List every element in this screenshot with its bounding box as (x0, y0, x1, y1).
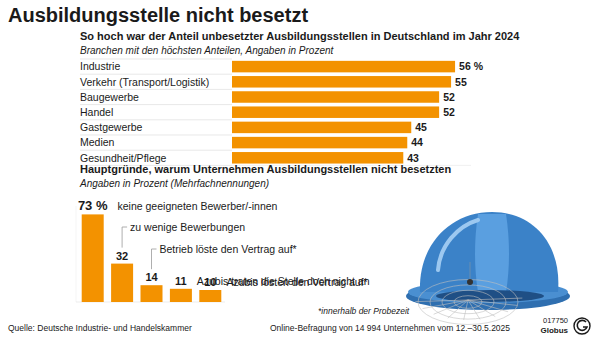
bar (82, 214, 104, 302)
category-label: Industrie (80, 60, 120, 72)
category-label: Handel (80, 106, 113, 118)
chart-reasons: Hauptgründe, warum Unternehmen Ausbildun… (76, 163, 451, 316)
spider-thread (470, 262, 471, 279)
category-label: Verkehr (Transport/Logistik) (80, 76, 209, 88)
chart-industries: So hoch war der Anteil unbesetzter Ausbi… (80, 30, 520, 165)
chart-subtitle: Angaben in Prozent (Mehrfachnennungen) (79, 178, 269, 189)
data-label: 44 (411, 136, 423, 148)
bar (141, 285, 163, 302)
background (0, 0, 600, 338)
brand-logo (574, 318, 590, 334)
bar (111, 264, 133, 302)
category-label: Baugewerbe (80, 91, 139, 103)
category-label: Azubis lösten den Vertrag auf* (226, 276, 367, 288)
bar (232, 137, 407, 149)
spider-web (415, 280, 522, 325)
web-ring (430, 285, 506, 319)
row-separator (80, 89, 232, 90)
data-label: 56 % (459, 60, 484, 72)
spider (467, 279, 473, 285)
data-label: 55 (455, 76, 467, 88)
data-label: 45 (415, 121, 427, 133)
row-separator (80, 104, 232, 105)
labels: Industrie 56 % Verkehr (Transport/Logistik… (80, 60, 484, 163)
data-label: 73 % (78, 198, 108, 213)
category-label: Betrieb löste den Vertrag auf* (160, 243, 297, 255)
data-label: 32 (116, 250, 128, 262)
chart-subtitle: Branchen mit den höchsten Anteilen, Anga… (80, 45, 335, 56)
category-label: Gastgewerbe (80, 121, 143, 133)
web-ring (418, 280, 518, 325)
brand-logo-mark (577, 320, 587, 330)
category-label: Gesundheit/Pflege (80, 152, 167, 164)
bar (232, 106, 439, 118)
web-thread (468, 298, 522, 300)
footnote: *innerhalb der Probezeit (318, 306, 410, 316)
web-ring (454, 296, 482, 309)
row-separator (80, 135, 232, 136)
data-label: 11 (175, 275, 187, 287)
data-label: 52 (443, 106, 455, 118)
bar (170, 289, 192, 302)
y-axis-line (76, 206, 77, 302)
category-label: keine geeigneten Bewerber/-innen (118, 200, 278, 212)
chart-title: So hoch war der Anteil unbesetzter Ausbi… (80, 30, 520, 42)
row-separator (80, 59, 232, 60)
row-separator (80, 119, 232, 120)
source: Quelle: Deutsche Industrie- und Handelsk… (8, 323, 192, 333)
row-separator (80, 74, 232, 75)
data-label: 43 (407, 152, 419, 164)
brand: Globus (540, 326, 568, 335)
bar (232, 122, 411, 133)
page: {"header": {"title": "Ausbildungsstelle … (0, 0, 600, 338)
main-title: Ausbildungsstelle nicht besetzt (8, 4, 308, 26)
data-label: 10 (204, 276, 216, 288)
bar (232, 152, 403, 164)
leader-line (122, 227, 127, 248)
category-label: Medien (80, 136, 115, 148)
data-label: 14 (145, 271, 158, 283)
survey-note: Online-Befragung von 14 994 Unternehmen … (270, 323, 510, 333)
helmet-illustration (406, 212, 570, 325)
bar (232, 91, 439, 103)
bar (232, 61, 455, 73)
chart-code: 017750 (543, 316, 568, 325)
footer: Quelle: Deutsche Industrie- und Handelsk… (8, 316, 590, 335)
leader-line (152, 249, 157, 269)
helmet-dome (420, 212, 558, 292)
web-ring (442, 290, 494, 313)
bar (199, 290, 221, 302)
category-label: zu wenige Bewerbungen (130, 221, 245, 233)
labels: 73 % keine geeigneten Bewerber/-innen 32 zu… (78, 198, 370, 288)
web-thread (434, 300, 468, 314)
bars (232, 61, 455, 164)
bar (232, 76, 451, 88)
web-thread (468, 300, 480, 319)
chart-title: Hauptgründe, warum Unternehmen Ausbildun… (80, 163, 451, 175)
canvas: Ausbildungsstelle nicht besetzt So hoch w… (0, 0, 600, 338)
helmet-highlight (438, 220, 478, 270)
web-thread (415, 300, 468, 302)
row-separator (80, 150, 232, 151)
web-thread (448, 300, 468, 318)
data-label: 52 (443, 91, 455, 103)
